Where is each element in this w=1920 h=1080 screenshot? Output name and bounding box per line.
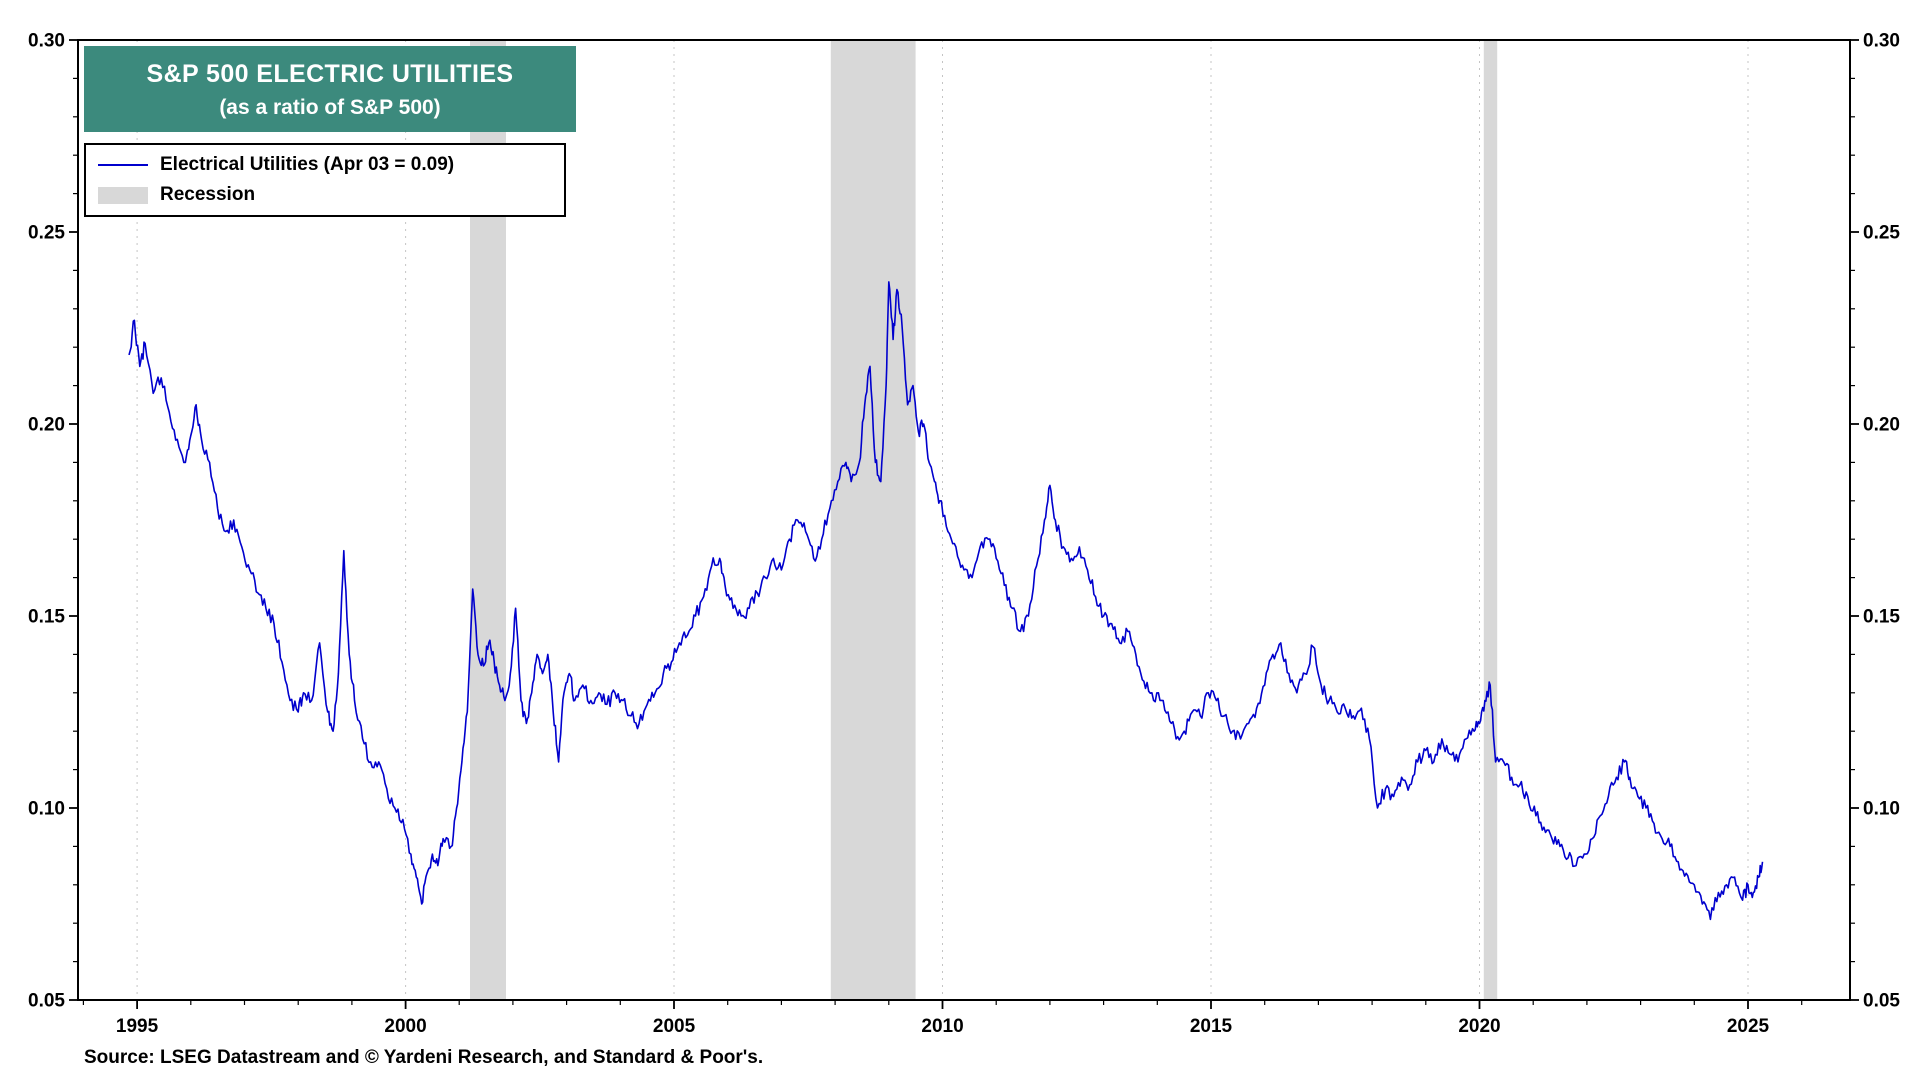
y-axis-label-left: 0.15 — [28, 607, 65, 628]
y-axis-label-left: 0.10 — [28, 799, 65, 820]
x-axis-label: 2015 — [1190, 1016, 1233, 1037]
y-axis-label-left: 0.25 — [28, 223, 65, 244]
legend-row-series: Electrical Utilities (Apr 03 = 0.09) — [98, 150, 552, 180]
x-axis-label: 1995 — [116, 1016, 159, 1037]
series-line-swatch — [98, 164, 148, 166]
x-axis-label: 2005 — [653, 1016, 696, 1037]
y-axis-label-right: 0.10 — [1863, 799, 1900, 820]
y-axis-label-right: 0.05 — [1863, 991, 1900, 1012]
x-axis-label: 2020 — [1458, 1016, 1500, 1037]
chart-title: S&P 500 ELECTRIC UTILITIES — [146, 60, 514, 88]
legend-row-recession: Recession — [98, 180, 552, 210]
recession-swatch — [98, 186, 148, 204]
legend: Electrical Utilities (Apr 03 = 0.09) Rec… — [84, 143, 566, 217]
x-axis-label: 2000 — [384, 1016, 426, 1037]
series-line — [128, 281, 1764, 921]
y-axis-label-left: 0.20 — [28, 415, 65, 436]
x-axis-label: 2010 — [921, 1016, 963, 1037]
chart-subtitle: (as a ratio of S&P 500) — [219, 96, 441, 119]
x-axis-label: 2025 — [1727, 1016, 1770, 1037]
y-axis-label-left: 0.05 — [28, 991, 65, 1012]
chart-title-box: S&P 500 ELECTRIC UTILITIES (as a ratio o… — [84, 46, 576, 133]
source-note: Source: LSEG Datastream and © Yardeni Re… — [84, 1047, 764, 1068]
y-axis-label-left: 0.30 — [28, 31, 65, 52]
y-axis-label-right: 0.15 — [1863, 607, 1900, 628]
y-axis-label-right: 0.25 — [1863, 223, 1900, 244]
y-axis-label-right: 0.20 — [1863, 415, 1900, 436]
recession-band — [830, 40, 916, 1000]
axis-frame — [77, 39, 1851, 1001]
recession-band — [1483, 40, 1498, 1000]
y-axis-label-right: 0.30 — [1863, 31, 1900, 52]
series-legend-label: Electrical Utilities (Apr 03 = 0.09) — [160, 154, 455, 175]
recession-legend-label: Recession — [160, 184, 256, 205]
